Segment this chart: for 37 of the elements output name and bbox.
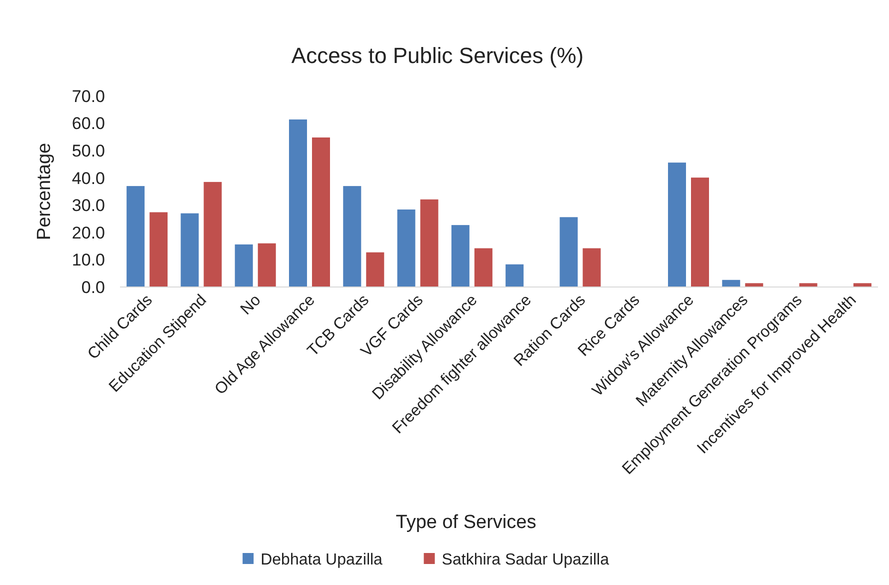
y-tick-label: 70.0 [72,86,105,106]
legend-label: Satkhira Sadar Upazilla [442,552,610,569]
bar [234,244,253,287]
bar [722,280,740,287]
bar [799,283,818,287]
bar [451,225,470,287]
bar [474,248,492,287]
y-tick-label: 60.0 [72,114,105,134]
bar [745,283,764,287]
chart-title: Access to Public Services (%) [291,43,584,68]
bar [506,264,524,287]
bar [582,248,601,287]
bar [560,217,578,287]
bar [668,162,686,287]
y-tick-label: 40.0 [72,168,105,188]
y-axis-title: Percentage [34,142,55,240]
bar [397,210,416,287]
bar [691,178,709,287]
bar [366,252,384,287]
y-tick-label: 20.0 [72,223,105,242]
x-axis-title: Type of Services [396,512,536,533]
bar [180,213,199,287]
y-tick-label: 50.0 [72,142,105,161]
bar [204,182,222,287]
bar [258,243,276,287]
bar [150,212,168,287]
legend-label: Debhata Upazilla [260,552,383,569]
y-tick-label: 10.0 [72,250,105,270]
x-tick-label: No [238,292,264,318]
bar [343,186,362,287]
bar [126,186,145,287]
y-tick-label: 30.0 [72,196,105,216]
bar [289,119,307,287]
y-tick-label: 0.0 [81,278,105,297]
bar [420,199,438,287]
bar [853,283,872,287]
bar [312,137,330,287]
